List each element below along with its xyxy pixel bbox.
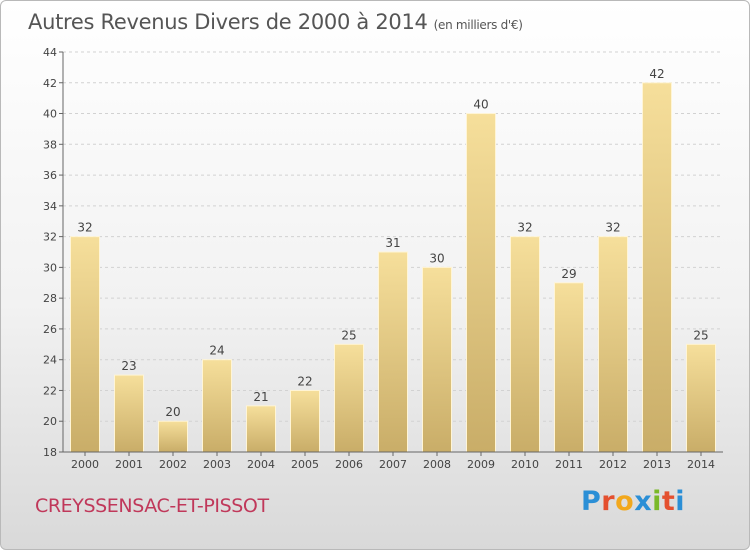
bar-2006: [334, 343, 364, 453]
x-tick-label: 2011: [555, 458, 583, 471]
bar-value-label: 32: [605, 221, 620, 235]
bar-value-label: 22: [297, 374, 312, 388]
y-tick-label: 34: [43, 200, 57, 213]
x-tick-label: 2008: [423, 458, 451, 471]
chart-unit: (en milliers d'€): [433, 18, 523, 32]
logo-letter: i: [652, 486, 662, 517]
x-tick-label: 2010: [511, 458, 539, 471]
bar-2014: [686, 343, 716, 453]
bar-2002: [158, 420, 188, 453]
x-tick-label: 2014: [687, 458, 715, 471]
bar-2004: [246, 405, 276, 453]
bar-value-label: 40: [473, 98, 488, 112]
bar-2009: [466, 113, 496, 453]
logo-letter: P: [581, 486, 602, 517]
x-axis: 2000 2001 2002 2003 2004 2005 2006 2007 2008 2009…: [63, 451, 723, 471]
y-tick-label: 22: [43, 384, 57, 397]
x-tick-label: 2004: [247, 458, 275, 471]
bar-value-label: 42: [649, 67, 664, 81]
logo-letter: r: [601, 486, 616, 517]
bar-value-label: 31: [385, 236, 400, 250]
x-tick-label: 2012: [599, 458, 627, 471]
bar-value-label: 20: [165, 405, 180, 419]
commune-name: CREYSSENSAC-ET-PISSOT: [35, 495, 269, 517]
logo-letter: x: [634, 486, 653, 517]
bar-2013: [642, 82, 672, 453]
x-tick-label: 2009: [467, 458, 495, 471]
bar-value-label: 25: [693, 328, 708, 342]
y-tick-label: 20: [43, 415, 57, 428]
bar-value-label: 25: [341, 328, 356, 342]
bar-2011: [554, 282, 584, 453]
y-tick-label: 36: [43, 169, 57, 182]
x-tick-label: 2007: [379, 458, 407, 471]
x-tick-label: 2003: [203, 458, 231, 471]
bar-2000: [70, 236, 100, 453]
x-tick-label: 2000: [71, 458, 99, 471]
bar-value-label: 32: [517, 221, 532, 235]
y-tick-label: 44: [43, 46, 57, 59]
y-tick-label: 38: [43, 138, 57, 151]
x-tick-label: 2005: [291, 458, 319, 471]
bar-2012: [598, 236, 628, 453]
x-tick-label: 2002: [159, 458, 187, 471]
logo-letter: t: [661, 486, 676, 517]
bar-2010: [510, 236, 540, 453]
bar-value-label: 23: [121, 359, 136, 373]
y-tick-label: 42: [43, 77, 57, 90]
bar-2001: [114, 374, 144, 453]
bar-value-label: 30: [429, 251, 444, 265]
y-tick-label: 32: [43, 231, 57, 244]
bar-value-label: 29: [561, 267, 576, 281]
y-tick-label: 26: [43, 323, 57, 336]
bars: 32 23 20 24 21 22 25 31 30 40 32 29 32 42 25: [70, 67, 716, 453]
y-axis: 18 20 22 24 26 28 30 32 34 36 38 40 42 44: [43, 46, 64, 459]
chart-title: Autres Revenus Divers de 2000 à 2014 (en …: [28, 10, 523, 34]
x-tick-label: 2006: [335, 458, 363, 471]
y-tick-label: 18: [43, 446, 57, 459]
bar-2005: [290, 389, 320, 453]
bar-2007: [378, 251, 408, 453]
bar-2008: [422, 266, 452, 453]
logo-letter: o: [615, 486, 635, 517]
proxiti-logo[interactable]: Proxiti: [581, 486, 685, 517]
bar-value-label: 32: [77, 221, 92, 235]
bar-2003: [202, 359, 232, 453]
x-tick-label: 2013: [643, 458, 671, 471]
y-tick-label: 30: [43, 261, 57, 274]
y-tick-label: 28: [43, 292, 57, 305]
chart-title-text: Autres Revenus Divers de 2000 à 2014: [28, 10, 428, 34]
y-tick-label: 24: [43, 354, 57, 367]
bar-value-label: 21: [253, 390, 268, 404]
x-tick-label: 2001: [115, 458, 143, 471]
bar-value-label: 24: [209, 344, 224, 358]
logo-letter: i: [675, 486, 686, 517]
y-tick-label: 40: [43, 108, 57, 121]
